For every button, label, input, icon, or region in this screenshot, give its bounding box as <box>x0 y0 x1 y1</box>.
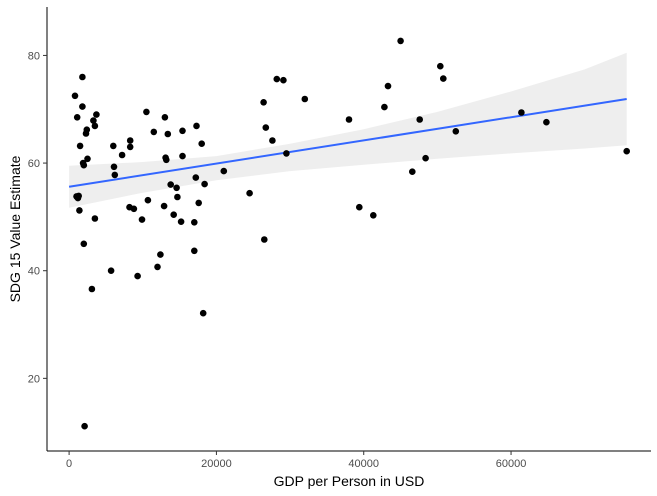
data-point <box>301 95 309 103</box>
y-tick-label: 40 <box>28 266 40 278</box>
data-point <box>126 137 134 144</box>
data-point <box>409 168 416 175</box>
data-point <box>440 75 447 82</box>
x-tick-label: 60000 <box>496 458 527 470</box>
data-point <box>138 216 146 223</box>
data-point <box>154 263 161 271</box>
x-tick-label: 20000 <box>201 458 232 470</box>
y-ticks: 20 40 60 80 <box>28 50 47 385</box>
data-point <box>75 192 82 200</box>
data-point <box>130 205 138 213</box>
x-tick-label: 0 <box>66 458 72 470</box>
data-point <box>167 181 174 188</box>
data-point <box>273 75 281 83</box>
x-axis-title: GDP per Person in USD <box>274 473 425 489</box>
x-ticks: 0 20000 40000 60000 <box>66 451 526 470</box>
data-point <box>261 236 268 243</box>
data-point <box>76 142 84 150</box>
data-point <box>193 122 200 130</box>
data-point <box>192 174 200 181</box>
data-point <box>356 203 363 211</box>
data-point <box>220 167 228 175</box>
data-point <box>246 189 253 197</box>
data-point <box>262 124 270 131</box>
data-point <box>163 156 170 164</box>
data-point <box>157 251 164 258</box>
data-point <box>201 180 208 188</box>
data-point <box>91 122 99 130</box>
data-point <box>79 103 86 110</box>
data-point <box>170 211 177 218</box>
axes <box>46 7 651 452</box>
data-point <box>381 103 388 111</box>
data-point <box>161 114 169 121</box>
y-axis-title: SDG 15 Value Estimate <box>7 155 23 302</box>
data-point <box>174 193 181 201</box>
data-point <box>191 247 198 255</box>
data-point <box>195 199 202 207</box>
data-point <box>144 196 152 204</box>
y-tick-label: 60 <box>28 158 40 170</box>
data-point <box>83 126 91 133</box>
data-point <box>198 140 205 147</box>
data-point <box>79 73 86 81</box>
data-point <box>199 309 207 317</box>
data-point <box>543 118 550 126</box>
data-point <box>164 130 172 138</box>
data-point <box>452 128 460 135</box>
data-point <box>93 111 100 118</box>
data-point <box>110 142 117 150</box>
data-point <box>84 155 91 163</box>
y-tick-label: 80 <box>28 50 40 62</box>
data-point <box>150 128 158 136</box>
data-point <box>191 219 198 226</box>
data-point <box>143 108 150 116</box>
data-point <box>623 147 630 155</box>
data-point <box>384 82 392 90</box>
data-point <box>173 184 180 192</box>
data-points-layer <box>71 37 630 430</box>
data-point <box>345 116 353 123</box>
data-point <box>370 212 377 219</box>
data-point <box>73 114 81 121</box>
confidence-band <box>69 52 627 208</box>
data-point <box>260 99 267 106</box>
data-point <box>177 218 185 225</box>
data-point <box>81 422 88 430</box>
data-point <box>111 171 119 179</box>
data-point <box>280 76 287 84</box>
trend-line <box>68 98 627 188</box>
trend-line-layer <box>68 98 627 188</box>
data-point <box>179 152 186 160</box>
data-point <box>118 151 126 159</box>
data-point <box>110 163 118 171</box>
data-point <box>76 207 83 214</box>
y-tick-label: 20 <box>28 373 40 385</box>
data-point <box>283 150 290 157</box>
data-point <box>134 272 141 280</box>
data-point <box>91 215 99 222</box>
data-point <box>422 154 429 162</box>
x-tick-label: 40000 <box>348 458 379 470</box>
data-point <box>71 92 79 100</box>
data-point <box>80 161 88 169</box>
data-point <box>179 127 186 135</box>
data-point <box>437 62 444 70</box>
data-point <box>269 137 276 144</box>
confidence-band-layer <box>69 52 627 208</box>
data-point <box>518 109 525 116</box>
data-point <box>88 285 96 293</box>
data-point <box>90 117 97 124</box>
data-point <box>416 116 424 123</box>
data-point <box>107 267 115 275</box>
data-point <box>126 143 134 151</box>
data-point <box>80 240 88 248</box>
data-point <box>160 202 168 210</box>
data-point <box>397 37 404 45</box>
